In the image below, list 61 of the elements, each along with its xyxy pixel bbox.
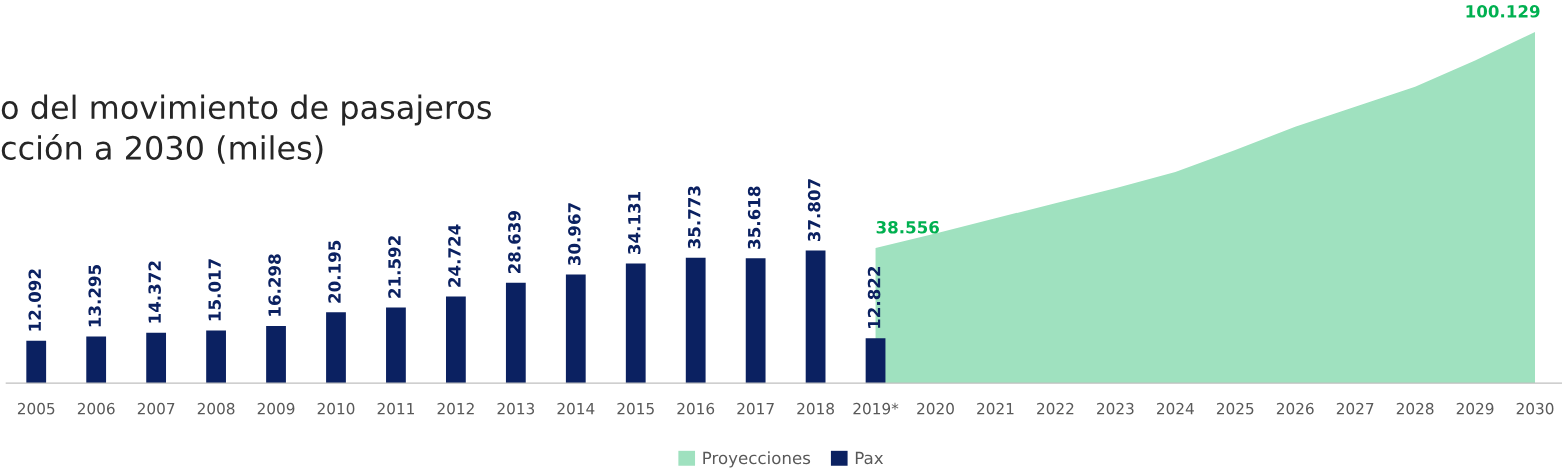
- bar: [446, 296, 466, 384]
- x-tick-label: 2017: [737, 402, 774, 415]
- x-tick-label: 2006: [77, 402, 115, 415]
- bar: [565, 274, 586, 384]
- x-tick-label: 2023: [1097, 402, 1134, 415]
- data-label: 28.639: [508, 211, 521, 274]
- x-tick-label: 2008: [197, 402, 235, 415]
- x-tick-label: 2007: [137, 402, 175, 415]
- data-label: 15.017: [208, 259, 221, 321]
- bar: [745, 258, 766, 384]
- x-tick-label: 2005: [17, 402, 55, 415]
- data-label: 21.592: [388, 236, 401, 298]
- x-tick-label: 2026: [1276, 402, 1314, 415]
- data-label: 12.822: [867, 266, 881, 328]
- x-tick-label: 2009: [257, 402, 295, 415]
- bar: [865, 338, 886, 384]
- data-label: 16.298: [268, 254, 281, 316]
- bar: [86, 336, 107, 384]
- data-label: 12.092: [28, 269, 42, 331]
- bar: [26, 340, 47, 384]
- legend-label: Proyecciones: [703, 451, 811, 468]
- data-label: 20.195: [328, 240, 341, 303]
- x-tick-label: 2012: [437, 402, 474, 415]
- x-tick-label: 2022: [1037, 402, 1074, 415]
- data-label: 24.724: [448, 224, 461, 287]
- data-label: 37.807: [807, 179, 821, 242]
- bar: [206, 330, 226, 384]
- bar: [805, 250, 826, 384]
- x-tick-label: 2015: [617, 402, 654, 415]
- x-tick-label: 2025: [1216, 402, 1254, 415]
- x-tick-label: 2019*: [853, 402, 899, 415]
- x-tick-label: 2028: [1396, 402, 1434, 415]
- data-label: 30.967: [568, 203, 581, 266]
- data-label: 13.295: [88, 265, 102, 327]
- x-tick-label: 2014: [557, 402, 595, 415]
- bar: [625, 263, 646, 384]
- data-label: 35.773: [687, 186, 701, 249]
- bar: [386, 307, 406, 384]
- bar: [685, 257, 706, 384]
- x-tick-label: 2030: [1516, 402, 1554, 415]
- x-tick-label: 2020: [917, 402, 954, 415]
- data-label: 35.618: [747, 186, 761, 249]
- bar: [146, 332, 167, 384]
- legend-label: Pax: [855, 451, 884, 465]
- data-label: 34.131: [627, 191, 641, 254]
- data-label: 14.372: [148, 261, 161, 323]
- x-tick-label: 2029: [1456, 402, 1494, 415]
- x-tick-label: 2013: [497, 402, 535, 415]
- bar: [326, 312, 346, 384]
- x-tick-label: 2010: [317, 402, 355, 415]
- x-tick-label: 2021: [977, 402, 1014, 415]
- x-tick-label: 2011: [377, 402, 414, 415]
- x-tick-label: 2024: [1156, 402, 1194, 415]
- text: o del movimiento de pasajeros cción a 2030 (miles): [1, 94, 491, 164]
- x-tick-label: 2016: [677, 402, 715, 415]
- bar: [505, 282, 526, 384]
- x-tick-label: 2018: [797, 402, 834, 415]
- bar: [266, 325, 286, 384]
- x-tick-label: 2027: [1336, 402, 1374, 415]
- data-label: 100.129: [1466, 5, 1540, 18]
- data-label: 38.556: [876, 220, 939, 234]
